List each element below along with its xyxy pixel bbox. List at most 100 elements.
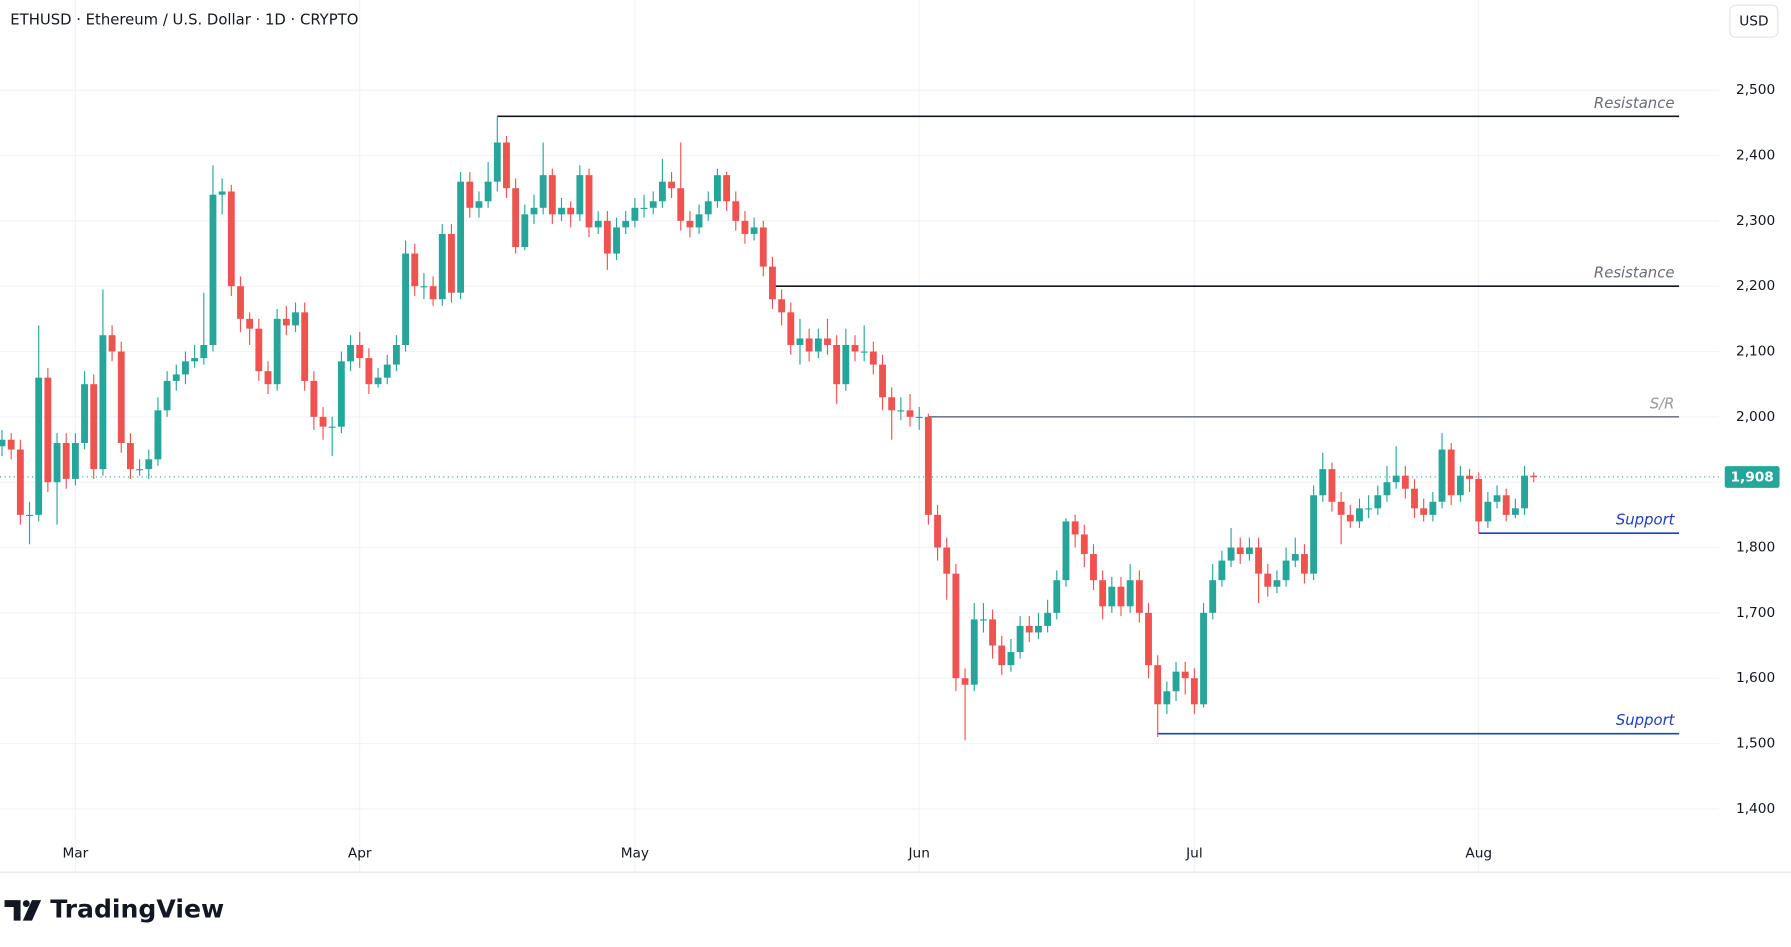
candle-body (924, 416, 932, 515)
candle-body (778, 299, 786, 313)
candle-body (503, 142, 510, 189)
brand-name: TradingView (50, 894, 224, 923)
y-tick-label: 2,200 (1736, 278, 1775, 294)
candle-body (512, 188, 520, 248)
candle-body (26, 514, 33, 516)
candle-body (732, 201, 740, 221)
candle-body (126, 442, 134, 470)
candle-body (237, 286, 244, 319)
candle-body (1356, 508, 1363, 522)
candle-body (1126, 580, 1134, 607)
candle-body (594, 220, 602, 228)
candle-body (658, 181, 666, 202)
candle-body (35, 377, 43, 515)
candle-body (787, 312, 795, 345)
level-label: Support (1616, 512, 1676, 529)
candle-body (1163, 691, 1171, 705)
currency-button[interactable]: USD (1729, 4, 1779, 38)
candle-body (1117, 586, 1125, 607)
candle-body (558, 207, 565, 215)
candle-body (1401, 475, 1409, 489)
candle-body (906, 410, 914, 417)
candle-body (1374, 495, 1382, 509)
brand-logo: TradingView (4, 894, 224, 923)
candle-body (1475, 478, 1483, 522)
candle-body (383, 364, 391, 378)
x-tick-label: May (621, 845, 649, 861)
candle-body (1310, 495, 1318, 574)
candle-body (420, 286, 428, 288)
candle-body (255, 328, 263, 372)
candle-body (989, 619, 997, 646)
level-label: Resistance (1594, 265, 1675, 282)
candle-body (466, 181, 474, 208)
candle-body (218, 191, 226, 195)
candle-body (677, 188, 685, 221)
candle-body (1007, 652, 1015, 666)
candle-body (1346, 514, 1354, 522)
candle-body (145, 459, 153, 470)
y-tick-label: 1,400 (1736, 801, 1775, 817)
candle-body (961, 678, 969, 685)
currency-button-frame[interactable] (1729, 4, 1779, 38)
levels: Resistance Resistance S/R Support Support (0, 95, 1720, 735)
candle-body (1328, 469, 1336, 502)
candle-body (723, 175, 731, 202)
candle-body (62, 442, 70, 479)
candles (0, 116, 1538, 741)
candle-body (0, 439, 6, 447)
candle-body (769, 266, 776, 300)
y-tick-label: 1,500 (1736, 736, 1775, 752)
currency-button-label[interactable]: USD (1739, 14, 1768, 30)
candle-body (1145, 612, 1152, 666)
candle-body (1383, 482, 1391, 496)
candle-body (805, 338, 813, 352)
candle-body (1264, 573, 1272, 587)
candle-body (539, 175, 547, 208)
candle-body (1080, 534, 1088, 555)
level-label: S/R (1650, 395, 1675, 412)
candle-body (484, 181, 492, 202)
candle-body (310, 380, 318, 417)
candle-body (1044, 612, 1052, 626)
y-tick-label: 2,500 (1736, 82, 1775, 98)
x-tick-label: Jun (908, 845, 930, 861)
candle-body (191, 358, 199, 362)
candle-body (347, 344, 354, 362)
last-price-label: 1,908 (1731, 470, 1774, 486)
candle-body (108, 335, 116, 352)
candle-body (1090, 554, 1097, 581)
candle-body (1511, 508, 1519, 515)
y-tick-label: 2,100 (1736, 344, 1775, 360)
candle-body (81, 384, 88, 443)
candle-body (567, 207, 575, 215)
candle-body (1420, 508, 1428, 515)
y-tick-label: 2,400 (1736, 148, 1775, 164)
candle-body (292, 312, 299, 326)
candle-body (1411, 488, 1418, 509)
candle-body (1484, 501, 1492, 522)
candle-body (952, 573, 960, 679)
candle-body (448, 233, 455, 293)
y-tick-label: 2,000 (1736, 409, 1775, 425)
candle-body (796, 338, 804, 345)
candle-body (1172, 671, 1180, 692)
x-tick-label: Apr (348, 845, 372, 861)
candle-body (246, 318, 254, 329)
candle-body (301, 312, 309, 381)
candle-body (172, 374, 180, 381)
candle-body (356, 344, 364, 359)
candle-body (7, 439, 15, 450)
candle-body (814, 338, 822, 352)
chart-title: ETHUSD · Ethereum / U.S. Dollar · 1D · C… (10, 12, 358, 29)
y-tick-label: 1,800 (1736, 540, 1775, 556)
candle-body (860, 351, 868, 353)
candle-body (631, 207, 639, 221)
candle-body (1456, 475, 1464, 496)
candle-body (117, 351, 125, 443)
candle-body (1108, 586, 1116, 607)
candle-body (429, 286, 437, 300)
candle-body (16, 449, 24, 515)
candle-body (99, 335, 107, 470)
